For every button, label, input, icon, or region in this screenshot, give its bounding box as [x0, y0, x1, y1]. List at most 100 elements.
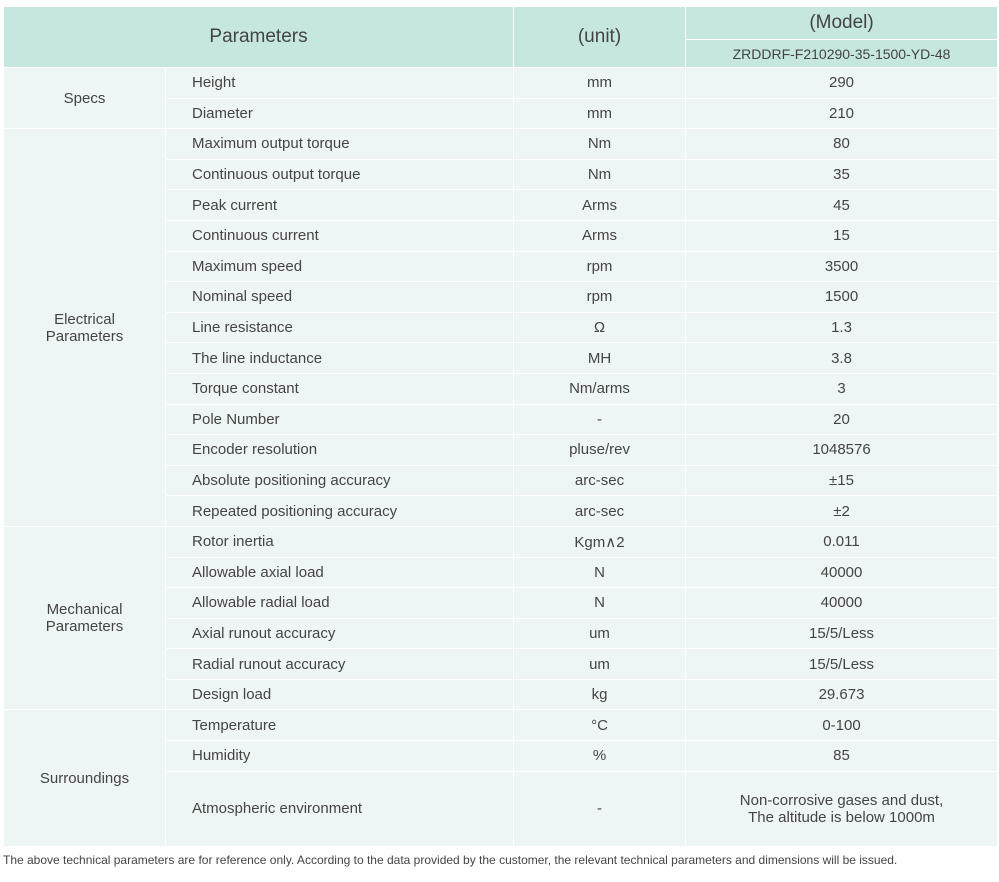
param-name: Temperature: [164, 709, 515, 742]
param-name: Radial runout accuracy: [164, 648, 515, 680]
group-name: Surroundings: [3, 709, 166, 847]
param-name: Diameter: [164, 97, 515, 130]
table-row: Radial runout accuracy um 15/5/Less: [4, 648, 999, 680]
param-unit: rpm: [513, 250, 687, 283]
table-row: Continuous current Arms 15: [4, 219, 999, 252]
param-value: 40000: [685, 587, 999, 619]
param-unit: Arms: [513, 219, 687, 252]
header-parameters: Parameters: [2, 6, 515, 68]
param-value: 80: [685, 128, 999, 160]
table-row: Specs Height mm 290: [3, 66, 999, 130]
footer-note: The above technical parameters are for r…: [3, 853, 898, 867]
param-unit: arc-sec: [513, 495, 687, 527]
param-unit: Nm/arms: [513, 372, 687, 405]
table-row: Pole Number -20: [4, 403, 999, 436]
param-value: 1048576: [685, 434, 999, 466]
spec-table: Parameters (unit) (Model) ZRDDRF-F210290…: [2, 6, 999, 847]
param-value: 15/5/Less: [685, 617, 999, 650]
table-row: Peak current Arms 45: [4, 189, 999, 221]
param-name: Allowable radial load: [164, 587, 515, 619]
table-body: Specs Height mm 290 Diameter mm 210 Electrical …: [3, 66, 999, 847]
header-unit: (unit): [513, 6, 687, 68]
table-row: Atmospheric environment - Non-corrosive ga…: [4, 770, 999, 847]
param-unit: Kgm∧2: [513, 525, 687, 558]
param-name: Atmospheric environment: [164, 770, 515, 847]
param-name: Maximum speed: [164, 250, 515, 283]
param-unit: %: [513, 740, 687, 772]
param-value: 35: [685, 158, 999, 191]
table-row: Absolute positioning accuracy arc-sec ±15: [4, 464, 999, 497]
param-unit: Nm: [513, 128, 687, 160]
param-name: Encoder resolution: [164, 434, 515, 466]
table-row: Line resistance Ω 1.3: [4, 311, 999, 344]
table-row: Encoder resolution pluse/rev 1048576: [4, 434, 999, 466]
param-name: Design load: [164, 678, 515, 711]
param-value: 15: [685, 219, 999, 252]
param-unit: arc-sec: [513, 464, 687, 497]
param-name: Continuous output torque: [164, 158, 515, 191]
param-value: 45: [685, 189, 999, 221]
table-row: Continuous output torque Nm 35: [4, 158, 999, 191]
param-unit: MH: [513, 342, 687, 374]
table-row: Allowable axial load N 40000: [4, 556, 999, 589]
param-unit: -: [513, 770, 687, 847]
param-unit: °C: [513, 709, 687, 742]
table-row: Surroundings Temperature °C 0-100: [3, 709, 999, 847]
param-name: Repeated positioning accuracy: [164, 495, 515, 527]
table-row: Axial runout accuracy um 15/5/Less: [4, 617, 999, 650]
param-unit: -: [513, 403, 687, 436]
group-name: Mechanical Parameters: [3, 525, 166, 711]
param-value: 210: [685, 97, 999, 130]
param-name: Nominal speed: [164, 281, 515, 313]
param-name: Peak current: [164, 189, 515, 221]
param-name: Continuous current: [164, 219, 515, 252]
param-value: 3.8: [685, 342, 999, 374]
param-value: 20: [685, 403, 999, 436]
param-name: Line resistance: [164, 311, 515, 344]
param-name: Allowable axial load: [164, 556, 515, 589]
param-value: 40000: [685, 556, 999, 589]
table-row: Repeated positioning accuracy arc-sec ±2: [4, 495, 999, 527]
param-value: 3: [685, 372, 999, 405]
param-unit: N: [513, 587, 687, 619]
table-row: Allowable radial load N 40000: [4, 587, 999, 619]
group-name: Specs: [3, 66, 166, 130]
param-name: Rotor inertia: [164, 525, 515, 558]
param-value: 85: [685, 740, 999, 772]
header-model-name: ZRDDRF-F210290-35-1500-YD-48: [685, 39, 999, 68]
param-unit: mm: [513, 97, 687, 130]
param-name: The line inductance: [164, 342, 515, 374]
param-unit: pluse/rev: [513, 434, 687, 466]
param-unit: mm: [513, 67, 687, 99]
param-value: 29.673: [685, 678, 999, 711]
param-value: Non-corrosive gases and dust, The altitu…: [685, 770, 999, 847]
table-row: Maximum speed rpm 3500: [4, 250, 999, 283]
param-value: ±15: [685, 464, 999, 497]
param-name: Pole Number: [164, 403, 515, 436]
param-value: ±2: [685, 495, 999, 527]
param-name: Maximum output torque: [164, 128, 515, 160]
param-unit: Nm: [513, 158, 687, 191]
param-name: Torque constant: [164, 372, 515, 405]
param-value: 0.011: [685, 525, 999, 558]
param-value: 1500: [685, 281, 999, 313]
param-name: Axial runout accuracy: [164, 617, 515, 650]
table-row: Electrical Parameters Maximum output torq…: [3, 128, 999, 527]
param-value: 1.3: [685, 311, 999, 344]
param-unit: um: [513, 617, 687, 650]
param-name: Humidity: [164, 740, 515, 772]
param-unit: kg: [513, 678, 687, 711]
param-value: 0-100: [685, 709, 999, 742]
param-name: Absolute positioning accuracy: [164, 464, 515, 497]
param-unit: um: [513, 648, 687, 680]
param-unit: N: [513, 556, 687, 589]
table-row: Humidity% 85: [4, 740, 999, 772]
param-value: 3500: [685, 250, 999, 283]
table-row: Nominal speed rpm 1500: [4, 281, 999, 313]
group-name: Electrical Parameters: [3, 128, 166, 527]
param-value: 15/5/Less: [685, 648, 999, 680]
param-name: Height: [164, 67, 515, 99]
param-unit: Arms: [513, 189, 687, 221]
param-value: 290: [685, 67, 999, 99]
